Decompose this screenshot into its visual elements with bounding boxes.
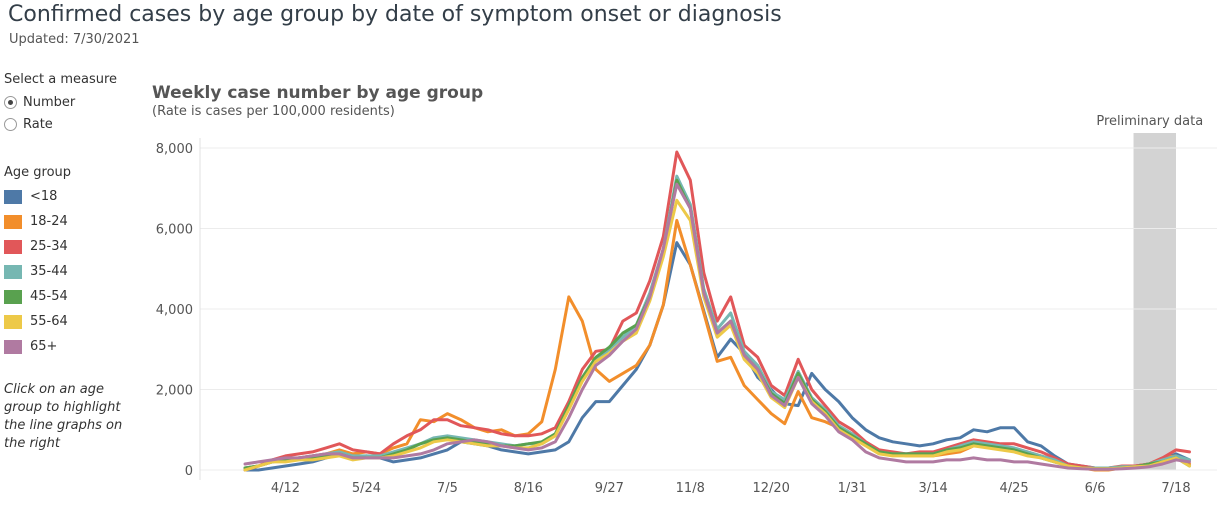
legend-label: 25-34 [30, 239, 68, 254]
updated-date: Updated: 7/30/2021 [9, 32, 140, 47]
x-tick-label: 8/16 [514, 481, 543, 496]
legend-swatch [4, 314, 22, 329]
series-line [243, 182, 1191, 471]
x-tick-label: 7/18 [1161, 481, 1190, 496]
legend-item[interactable]: 55-64 [4, 309, 144, 334]
preliminary-label: Preliminary data [1096, 114, 1203, 129]
x-tick-label: 4/12 [271, 481, 300, 496]
x-tick-label: 7/5 [437, 481, 458, 496]
preliminary-region [1133, 133, 1176, 470]
radio-selected-icon[interactable] [4, 95, 17, 109]
page-title: Confirmed cases by age group by date of … [8, 2, 782, 27]
legend-swatch [4, 264, 22, 279]
x-tick-label: 6/6 [1085, 481, 1106, 496]
measure-number-label: Number [23, 94, 76, 110]
legend-label: <18 [30, 189, 58, 204]
legend-item[interactable]: 35-44 [4, 259, 144, 284]
legend-label: 65+ [30, 339, 58, 354]
y-tick-label: 2,000 [156, 384, 193, 399]
series-line [243, 178, 1191, 471]
measure-rate-label: Rate [23, 116, 53, 132]
chart-title: Weekly case number by age group [152, 83, 484, 103]
legend-hint: Click on an age group to highlight the l… [4, 382, 123, 451]
x-tick-label: 3/14 [919, 481, 948, 496]
y-tick-label: 8,000 [156, 142, 193, 157]
measure-number-radio[interactable]: Number [4, 91, 144, 113]
legend-label: 55-64 [30, 314, 68, 329]
x-tick-label: 1/31 [838, 481, 867, 496]
x-tick-label: 11/8 [676, 481, 705, 496]
series-line [243, 150, 1191, 472]
series-line [243, 218, 1191, 472]
chart-subtitle: (Rate is cases per 100,000 residents) [152, 104, 395, 119]
y-tick-label: 6,000 [156, 223, 193, 238]
legend-item[interactable]: 18-24 [4, 209, 144, 234]
age-group-legend: <18 18-24 25-34 35-44 45-54 55-64 65+ [4, 184, 144, 359]
legend-label: 35-44 [30, 264, 68, 279]
legend-item[interactable]: <18 [4, 184, 144, 209]
sidebar: Select a measure Number Rate Age group <… [4, 72, 144, 453]
legend-label: 45-54 [30, 289, 68, 304]
x-tick-label: 9/27 [595, 481, 624, 496]
age-group-label: Age group [4, 165, 72, 180]
x-tick-label: 4/25 [999, 481, 1028, 496]
legend-swatch [4, 189, 22, 204]
legend-swatch [4, 339, 22, 354]
measure-rate-radio[interactable]: Rate [4, 113, 144, 135]
radio-unselected-icon[interactable] [4, 117, 17, 131]
legend-swatch [4, 239, 22, 254]
measure-label: Select a measure [4, 72, 118, 87]
legend-item[interactable]: 25-34 [4, 234, 144, 259]
y-tick-label: 0 [185, 464, 193, 479]
series-line [243, 198, 1191, 472]
legend-swatch [4, 214, 22, 229]
legend-item[interactable]: 65+ [4, 334, 144, 359]
x-tick-label: 12/20 [752, 481, 789, 496]
y-tick-label: 4,000 [156, 303, 193, 318]
legend-swatch [4, 289, 22, 304]
legend-label: 18-24 [30, 214, 68, 229]
legend-item[interactable]: 45-54 [4, 284, 144, 309]
x-tick-label: 5/24 [352, 481, 381, 496]
